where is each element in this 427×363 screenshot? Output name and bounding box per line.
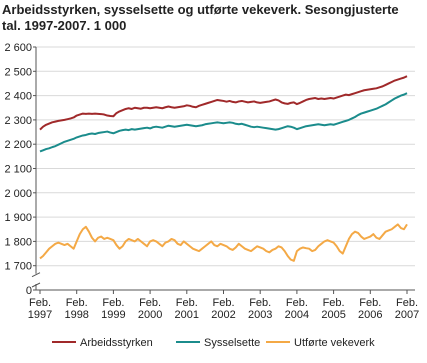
y-tick-label: 1 900 (4, 212, 32, 224)
x-tick-label: Feb. 2002 (211, 297, 235, 321)
x-tick-label: Feb. 1997 (28, 297, 52, 321)
legend-label: Utførte vekeverk (294, 337, 375, 349)
chart-title: Arbeidsstyrken, sysselsette og utførte v… (2, 2, 399, 17)
series-line (39, 75, 408, 131)
x-tick-label: Feb. 1999 (101, 297, 125, 321)
x-tick-label: Feb. 2001 (175, 297, 199, 321)
y-tick-label: 0 (26, 285, 32, 297)
y-tick-label: 2 100 (4, 164, 32, 176)
series-line (39, 92, 408, 153)
y-tick-label: 1 700 (4, 261, 32, 273)
legend-label: Arbeidsstyrken (80, 337, 153, 349)
x-tick-label: Feb. 2007 (395, 297, 419, 321)
x-tick-label: Feb. 2006 (358, 297, 382, 321)
y-tick-label: 2 200 (4, 139, 32, 151)
x-tick-label: Feb. 2005 (321, 297, 345, 321)
x-tick-label: Feb. 2003 (248, 297, 272, 321)
series-line (39, 223, 408, 262)
y-tick-label: 2 000 (4, 188, 32, 200)
axis-break (31, 272, 41, 288)
y-tick-label: 2 600 (4, 42, 32, 54)
y-tick-label: 1 800 (4, 236, 32, 248)
y-tick-label: 2 300 (4, 115, 32, 127)
chart-subtitle: tal. 1997-2007. 1 000 (2, 18, 126, 33)
legend-label: Sysselsette (204, 337, 260, 349)
x-tick-label: Feb. 2004 (285, 297, 309, 321)
y-tick-label: 2 500 (4, 66, 32, 78)
x-tick-label: Feb. 2000 (138, 297, 162, 321)
x-tick-label: Feb. 1998 (64, 297, 88, 321)
y-tick-label: 2 400 (4, 91, 32, 103)
